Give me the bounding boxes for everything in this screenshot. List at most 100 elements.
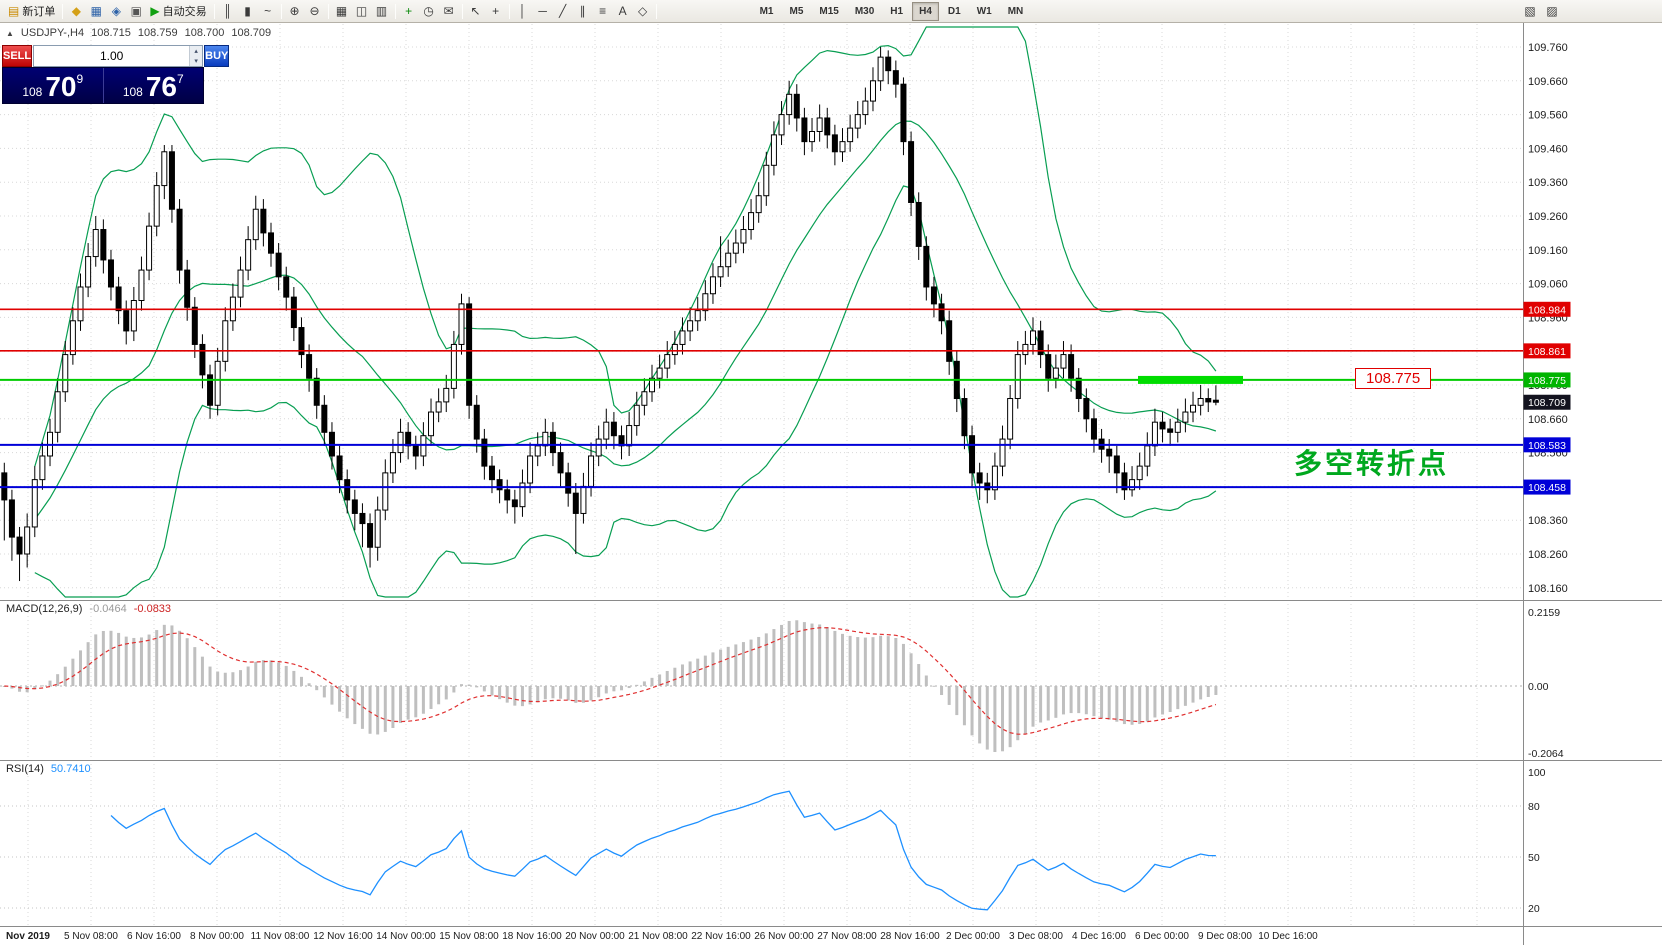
docking-icon: ▨ [1546, 4, 1558, 18]
time-axis-label: 6 Nov 16:00 [127, 931, 181, 942]
crosshair-button[interactable]: + [486, 2, 506, 21]
horizontal-line-icon: ─ [538, 4, 547, 18]
price-marker [1523, 437, 1571, 453]
terminal-button[interactable]: ▣ [126, 2, 146, 21]
main-toolbar: ▤ 新订单 ◆ ▦ ◈ ▣ ▶ 自动交易 ║ ▮ ~ ⊕ ⊖ ▦ ◫ ▥ + ◷ ✉ ↖ + │ ─ ╱ ∥ ≡ A ◇ M1 M5 M15… [0, 0, 1662, 23]
vertical-line-icon: │ [518, 4, 527, 18]
price-marker [1523, 394, 1571, 410]
tile-windows-button[interactable]: ▦ [332, 2, 352, 21]
price-axis-label: 109.260 [1528, 211, 1568, 223]
add-indicator-button[interactable]: + [399, 2, 419, 21]
candlestick-chart-button[interactable]: ▮ [238, 2, 258, 21]
time-axis-label: 22 Nov 16:00 [691, 931, 751, 942]
price-markers: 108.984 108.861 108.775 108.709 108.583 108.4… [1523, 301, 1571, 495]
macd-value-2: -0.0833 [133, 603, 172, 615]
toolbar-separator [327, 3, 329, 19]
templates-button[interactable]: ✉ [439, 2, 459, 21]
one-click-collapse-icon[interactable]: ▲ [6, 28, 14, 38]
auto-trading-button[interactable]: ▶ 自动交易 [146, 2, 210, 21]
price-marker-label: 108.984 [1528, 304, 1566, 316]
sell-button[interactable]: SELL [2, 45, 33, 67]
sell-price-prefix: 108 [22, 85, 43, 99]
vertical-line-button[interactable]: │ [513, 2, 533, 21]
auto-arrange-button[interactable]: ◫ [352, 2, 372, 21]
docking-button[interactable]: ▨ [1542, 2, 1562, 21]
price-marker [1523, 343, 1571, 359]
time-axis-label: 9 Dec 08:00 [1198, 931, 1252, 942]
volume-spin-buttons: ▴ ▾ [189, 46, 203, 66]
timeframe-h1-button[interactable]: H1 [890, 5, 904, 17]
bar-chart-button[interactable]: ║ [218, 2, 238, 21]
toolbar-separator [655, 3, 657, 19]
window-layout-button[interactable]: ▧ [1520, 2, 1540, 21]
buy-price-big: 76 [145, 71, 177, 102]
toolbar-right-group: ▧ ▨ [1520, 2, 1658, 21]
period-selector-button[interactable]: ◷ [419, 2, 439, 21]
macd-axis-label: 0.2159 [1528, 607, 1560, 619]
arrows-button[interactable]: ◇ [633, 2, 653, 21]
rsi-value: 50.7410 [50, 763, 91, 775]
timeframe-w1-button[interactable]: W1 [976, 5, 992, 17]
volume-down-button[interactable]: ▾ [190, 56, 203, 66]
equidistant-channel-button[interactable]: ∥ [573, 2, 593, 21]
price-axis-label: 108.260 [1528, 549, 1568, 561]
time-axis: Nov 2019 5 Nov 08:00 6 Nov 16:00 8 Nov 00:0… [6, 931, 1318, 942]
price-marker-label: 108.709 [1528, 397, 1566, 409]
trendline-button[interactable]: ╱ [553, 2, 573, 21]
time-axis-label: 6 Dec 00:00 [1135, 931, 1189, 942]
rsi-axis-label: 80 [1528, 801, 1540, 813]
timeframe-m30-button[interactable]: M30 [854, 5, 875, 17]
buy-button[interactable]: BUY [204, 45, 230, 67]
data-window-icon: ▦ [90, 4, 103, 18]
turning-point-note[interactable]: 多空转折点 [1294, 448, 1450, 479]
auto-trading-icon: ▶ [150, 4, 160, 18]
ohlc-high: 108.759 [137, 27, 178, 39]
timeframe-m1-button[interactable]: M1 [759, 5, 774, 17]
sell-price-display[interactable]: 108 70 9 [3, 68, 103, 103]
market-watch-button[interactable]: ◆ [66, 2, 86, 21]
volume-up-button[interactable]: ▴ [190, 46, 203, 56]
volume-stepper[interactable]: ▴ ▾ [33, 45, 204, 67]
new-order-icon: ▤ [8, 4, 20, 18]
cursor-button[interactable]: ↖ [466, 2, 486, 21]
crosshair-icon: + [492, 4, 500, 18]
buy-price-display[interactable]: 108 76 7 [104, 68, 204, 103]
macd-signal-line [4, 627, 1217, 735]
timeframe-mn-button[interactable]: MN [1007, 5, 1024, 17]
horizontal-line-button[interactable]: ─ [533, 2, 553, 21]
symbol-label: USDJPY-,H4 [20, 27, 85, 39]
price-axis-label: 109.060 [1528, 279, 1568, 291]
data-window-button[interactable]: ▦ [86, 2, 106, 21]
timeframe-m15-button[interactable]: M15 [819, 5, 839, 17]
time-axis-label: 10 Dec 16:00 [1258, 931, 1318, 942]
rsi-axis-label: 100 [1528, 767, 1546, 779]
zoom-in-button[interactable]: ⊕ [285, 2, 305, 21]
macd-value-1: -0.0464 [89, 603, 127, 615]
volume-input[interactable] [34, 46, 190, 66]
chart-shift-button[interactable]: ▥ [372, 2, 392, 21]
sell-price-big: 70 [45, 71, 77, 102]
rsi-label: RSI(14) 50.7410 [6, 763, 91, 775]
zoom-out-button[interactable]: ⊖ [305, 2, 325, 21]
price-marker [1523, 301, 1571, 317]
horizontal-line-objects[interactable] [0, 308, 1523, 489]
price-axis-label: 109.360 [1528, 177, 1568, 189]
text-label-button[interactable]: A [613, 2, 633, 21]
macd-axis-label: -0.2064 [1528, 748, 1564, 760]
time-axis-label: Nov 2019 [6, 931, 50, 942]
fibonacci-icon: ≡ [599, 4, 607, 18]
rsi-axis-label: 50 [1528, 852, 1540, 864]
auto-arrange-icon: ◫ [355, 4, 368, 18]
resistance-highlight-bar[interactable] [1138, 375, 1243, 384]
timeframe-h4-button[interactable]: H4 [912, 1, 939, 21]
fibonacci-button[interactable]: ≡ [593, 2, 613, 21]
price-callout-label[interactable]: 108.775 [1355, 368, 1432, 389]
line-chart-button[interactable]: ~ [258, 2, 278, 21]
time-axis-label: 3 Dec 08:00 [1009, 931, 1063, 942]
timeframe-d1-button[interactable]: D1 [947, 5, 961, 17]
macd-axis-label: 0.00 [1528, 681, 1549, 693]
timeframe-m5-button[interactable]: M5 [789, 5, 804, 17]
new-order-button[interactable]: ▤ 新订单 [4, 2, 59, 21]
navigator-button[interactable]: ◈ [106, 2, 126, 21]
